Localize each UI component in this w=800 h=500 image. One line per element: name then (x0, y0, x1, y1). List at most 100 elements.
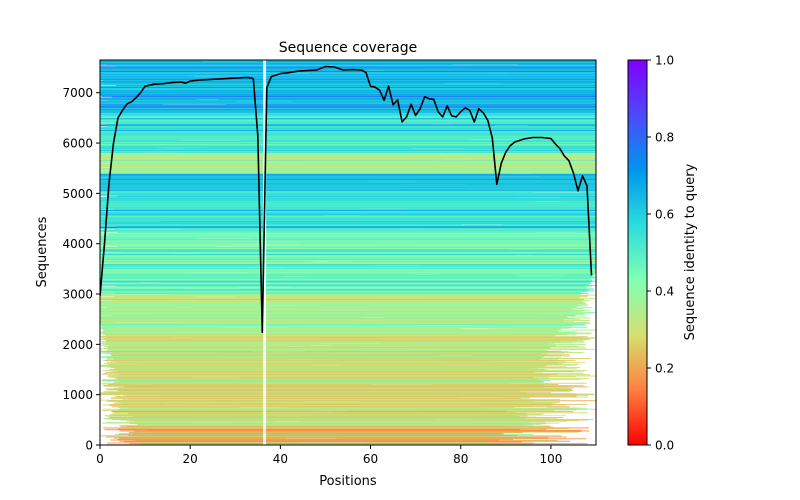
sequence-row (100, 213, 596, 215)
sequence-row (100, 266, 596, 268)
sequence-row (108, 345, 557, 347)
sequence-row (128, 434, 518, 436)
sequence-row (100, 110, 596, 112)
sequence-row (100, 207, 596, 209)
sequence-row (113, 359, 540, 361)
sequence-row (101, 337, 596, 339)
sequence-row (100, 72, 596, 74)
sequence-row (107, 376, 576, 378)
sequence-row (105, 360, 566, 362)
sequence-row (110, 403, 588, 405)
sequence-row (100, 231, 596, 233)
sequence-row (119, 438, 587, 440)
sequence-row (100, 234, 596, 236)
sequence-row (100, 182, 596, 184)
sequence-row (100, 120, 596, 121)
sequence-row (100, 141, 596, 143)
sequence-row (127, 412, 528, 414)
sequence-row (100, 200, 596, 202)
sequence-row (100, 129, 596, 131)
sequence-row (100, 229, 596, 231)
sequence-row (100, 281, 591, 283)
sequence-row (132, 432, 502, 434)
sequence-row (100, 212, 596, 214)
sequence-row (100, 248, 596, 250)
sequence-row (100, 399, 555, 401)
sequence-row (100, 150, 596, 152)
sequence-row (100, 95, 596, 97)
sequence-row (106, 358, 559, 360)
sequence-row (125, 428, 569, 429)
colorbar (627, 59, 648, 446)
sequence-row (100, 260, 596, 262)
sequence-row (100, 244, 596, 246)
sequence-row (101, 379, 540, 381)
sequence-row (100, 240, 596, 242)
sequence-row (100, 242, 596, 243)
sequence-row (100, 127, 596, 129)
y-tick-label: 0 (85, 439, 93, 453)
sequence-row (100, 188, 596, 190)
sequence-row (100, 240, 596, 242)
sequence-row (103, 393, 576, 394)
sequence-row (120, 426, 554, 428)
sequence-row (100, 247, 596, 249)
sequence-row (100, 365, 547, 367)
sequence-row (100, 134, 596, 136)
sequence-row (100, 284, 596, 286)
sequence-row (100, 159, 596, 161)
sequence-row (100, 79, 596, 80)
sequence-row (100, 230, 596, 231)
sequence-row (100, 190, 596, 192)
sequence-row (129, 443, 588, 445)
sequence-row (100, 317, 591, 319)
sequence-row (119, 408, 588, 410)
sequence-row (100, 90, 596, 92)
sequence-row (100, 350, 561, 352)
sequence-row (100, 301, 582, 303)
sequence-row (100, 103, 596, 105)
sequence-row (100, 254, 596, 256)
y-axis-label: Sequences (35, 216, 50, 287)
sequence-row (100, 126, 596, 128)
x-tick-label: 100 (539, 452, 562, 466)
sequence-row (100, 76, 596, 78)
sequence-row (119, 430, 590, 432)
sequence-row (100, 208, 596, 210)
sequence-row (103, 385, 569, 387)
sequence-row (100, 98, 596, 100)
sequence-row (111, 96, 596, 98)
sequence-row (100, 234, 596, 236)
x-axis: 0 20 40 60 80 100 (96, 445, 562, 466)
sequence-row (100, 185, 596, 187)
sequence-row (100, 271, 595, 272)
sequence-row (100, 147, 596, 149)
sequence-row (100, 217, 596, 219)
sequence-row (110, 397, 521, 399)
sequence-row (100, 292, 582, 294)
y-tick-label: 6000 (62, 137, 93, 151)
sequence-row (100, 181, 596, 182)
sequence-row (100, 114, 596, 115)
sequence-row (100, 248, 596, 250)
sequence-row (109, 162, 596, 164)
sequence-row (100, 167, 596, 169)
sequence-row (114, 369, 549, 371)
sequence-row (100, 89, 596, 91)
sequence-row (100, 179, 596, 181)
x-tick-label: 40 (273, 452, 288, 466)
sequence-row (100, 116, 596, 118)
sequence-row (105, 400, 535, 402)
sequence-row (127, 398, 530, 400)
sequence-row (100, 309, 591, 311)
sequence-row (102, 380, 551, 382)
sequence-row (103, 391, 571, 393)
sequence-row (111, 410, 507, 412)
sequence-row (127, 420, 567, 422)
sequence-row (100, 83, 596, 85)
sequence-row (100, 320, 564, 322)
sequence-row (100, 237, 596, 239)
sequence-row (100, 175, 596, 176)
sequence-row (100, 111, 596, 113)
sequence-row (100, 185, 596, 187)
